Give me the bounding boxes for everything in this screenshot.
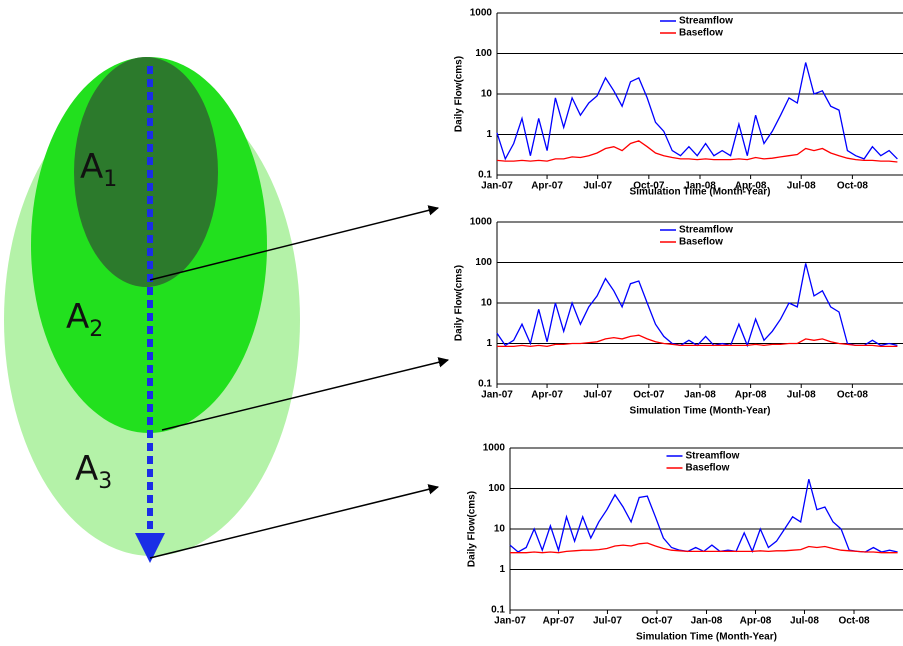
legend-label: Baseflow [679, 28, 723, 39]
label-subscript: 1 [103, 167, 117, 192]
x-axis-label: Simulation Time (Month-Year) [636, 632, 777, 643]
label-subscript: 2 [89, 317, 103, 342]
label-subscript: 3 [98, 469, 112, 494]
x-tick-label: Oct-08 [837, 181, 869, 192]
y-tick-label: 1 [486, 338, 492, 349]
y-tick-label: 10 [494, 524, 506, 535]
legend-label: Baseflow [679, 237, 723, 248]
y-axis-label: Daily Flow(cms) [467, 491, 478, 567]
x-tick-label: Jan-08 [684, 390, 716, 401]
x-tick-label: Jul-07 [583, 181, 612, 192]
arrow [161, 357, 450, 431]
series-line [496, 263, 898, 348]
x-tick-label: Jul-08 [787, 181, 816, 192]
x-axis-label: Simulation Time (Month-Year) [630, 406, 771, 417]
x-tick-label: Jan-07 [494, 616, 526, 627]
series-line [509, 479, 898, 554]
legend-label: Streamflow [686, 451, 740, 462]
area-label: A1 [80, 147, 117, 193]
area-label: A2 [66, 297, 103, 343]
y-tick-label: 0.1 [478, 170, 492, 181]
series-line [496, 62, 898, 161]
arrow [149, 205, 440, 281]
y-axis-label: Daily Flow(cms) [454, 56, 465, 132]
x-tick-label: Apr-08 [735, 390, 767, 401]
x-axis-label: Simulation Time (Month-Year) [630, 187, 771, 198]
arrow [149, 484, 440, 559]
x-tick-label: Apr-08 [735, 181, 767, 192]
chart: 0.1 1 10 100 1000 Jan-07 Apr-07 Jul-07 Oct-07 Jan… [454, 217, 903, 417]
x-tick-label: Jul-07 [593, 616, 622, 627]
x-tick-label: Apr-08 [740, 616, 772, 627]
y-tick-label: 100 [475, 48, 492, 59]
label-base: A [80, 147, 103, 187]
x-tick-label: Jan-08 [684, 181, 716, 192]
y-tick-label: 100 [488, 483, 505, 494]
x-tick-label: Apr-07 [543, 616, 575, 627]
chart: 0.1 1 10 100 1000 Jan-07 Apr-07 Jul-07 Oct-07 Jan… [467, 443, 903, 643]
y-tick-label: 0.1 [491, 605, 505, 616]
legend-label: Baseflow [686, 463, 730, 474]
chart: 0.1 1 10 100 1000 Jan-07 Apr-07 Jul-07 Oct-07 Jan… [454, 8, 903, 198]
y-tick-label: 10 [481, 89, 493, 100]
y-axis-label: Daily Flow(cms) [454, 265, 465, 341]
label-base: A [66, 297, 89, 337]
series-line [510, 542, 898, 554]
x-tick-label: Oct-08 [838, 616, 870, 627]
y-tick-label: 1 [486, 129, 492, 140]
area-a1 [74, 57, 218, 287]
y-tick-label: 1000 [483, 443, 506, 454]
area-label: A3 [75, 449, 112, 495]
legend-label: Streamflow [679, 225, 733, 236]
x-tick-label: Jul-08 [790, 616, 819, 627]
x-tick-label: Oct-08 [837, 390, 869, 401]
x-tick-label: Apr-07 [531, 181, 563, 192]
x-tick-label: Oct-07 [633, 181, 665, 192]
y-tick-label: 100 [475, 257, 492, 268]
x-tick-label: Oct-07 [633, 390, 665, 401]
x-tick-label: Jan-07 [481, 390, 513, 401]
x-tick-label: Jan-08 [691, 616, 723, 627]
x-tick-label: Oct-07 [641, 616, 673, 627]
y-tick-label: 1 [499, 564, 505, 575]
x-tick-label: Apr-07 [531, 390, 563, 401]
series-line [497, 334, 898, 348]
label-base: A [75, 449, 98, 489]
y-tick-label: 1000 [470, 8, 493, 19]
series-line [496, 140, 898, 163]
x-tick-label: Jul-07 [583, 390, 612, 401]
x-tick-label: Jan-07 [481, 181, 513, 192]
y-tick-label: 10 [481, 298, 493, 309]
x-tick-label: Jul-08 [787, 390, 816, 401]
y-tick-label: 0.1 [478, 379, 492, 390]
y-tick-label: 1000 [470, 217, 493, 228]
legend-label: Streamflow [679, 16, 733, 27]
